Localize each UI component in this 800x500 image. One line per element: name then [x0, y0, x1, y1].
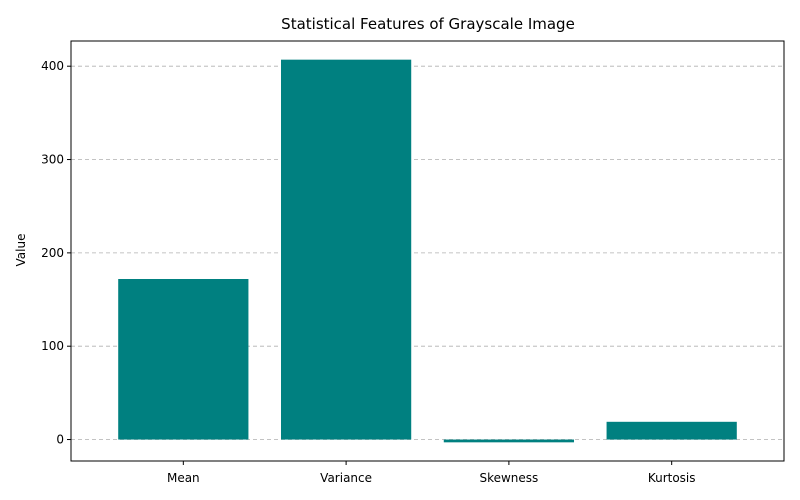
y-axis-label: Value — [14, 234, 28, 267]
y-tick-label: 400 — [41, 59, 64, 73]
x-tick-label: Kurtosis — [648, 471, 696, 485]
x-tick-label: Mean — [167, 471, 200, 485]
x-axis-ticks: Mean Variance Skewness Kurtosis — [167, 461, 696, 485]
chart-title: Statistical Features of Grayscale Image — [281, 15, 575, 33]
bar-variance — [280, 59, 412, 440]
y-tick-label: 100 — [41, 339, 64, 353]
y-tick-label: 200 — [41, 246, 64, 260]
x-tick-label: Variance — [320, 471, 372, 485]
y-axis-ticks: 0 100 200 300 400 — [41, 59, 71, 447]
bar-mean — [118, 279, 249, 440]
bar-kurtosis — [606, 421, 737, 440]
bar-skewness — [443, 439, 575, 443]
x-tick-label: Skewness — [479, 471, 538, 485]
plot-frame — [70, 40, 785, 462]
bars — [118, 59, 737, 443]
y-tick-label: 0 — [56, 433, 64, 447]
y-tick-label: 300 — [41, 153, 64, 167]
